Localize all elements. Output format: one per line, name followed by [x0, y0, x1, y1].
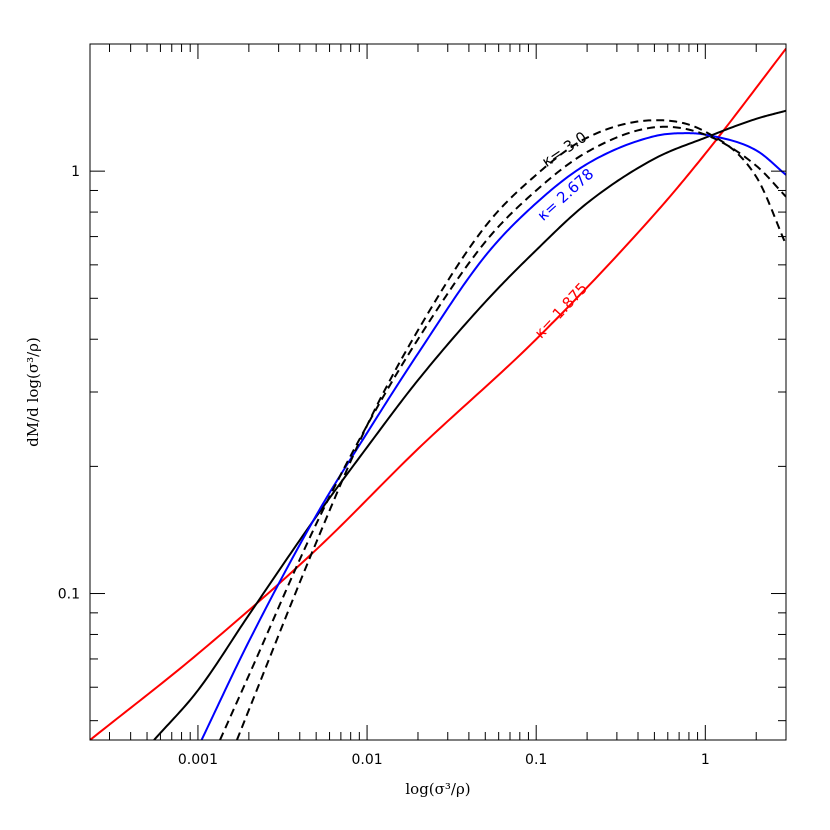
tick-labels-layer: 0.001 0.01 0.1 1 0.1 1	[58, 164, 710, 768]
series-line-1	[90, 48, 786, 740]
series-line-5	[235, 119, 786, 740]
ticks-layer	[90, 43, 787, 740]
y-axis-label: dM/d log(σ³/ρ)	[24, 337, 42, 447]
x-tick-label: 1	[701, 752, 710, 768]
series-line-4	[219, 125, 786, 740]
y-tick-label: 0.1	[58, 587, 80, 603]
x-tick-label: 0.01	[351, 752, 382, 768]
x-axis-label: log(σ³/ρ)	[405, 780, 470, 798]
curves-layer	[90, 48, 786, 740]
series-line-2	[153, 109, 786, 740]
y-tick-label: 1	[71, 164, 80, 180]
x-tick-label: 0.001	[178, 752, 218, 768]
x-tick-label: 0.1	[525, 752, 547, 768]
